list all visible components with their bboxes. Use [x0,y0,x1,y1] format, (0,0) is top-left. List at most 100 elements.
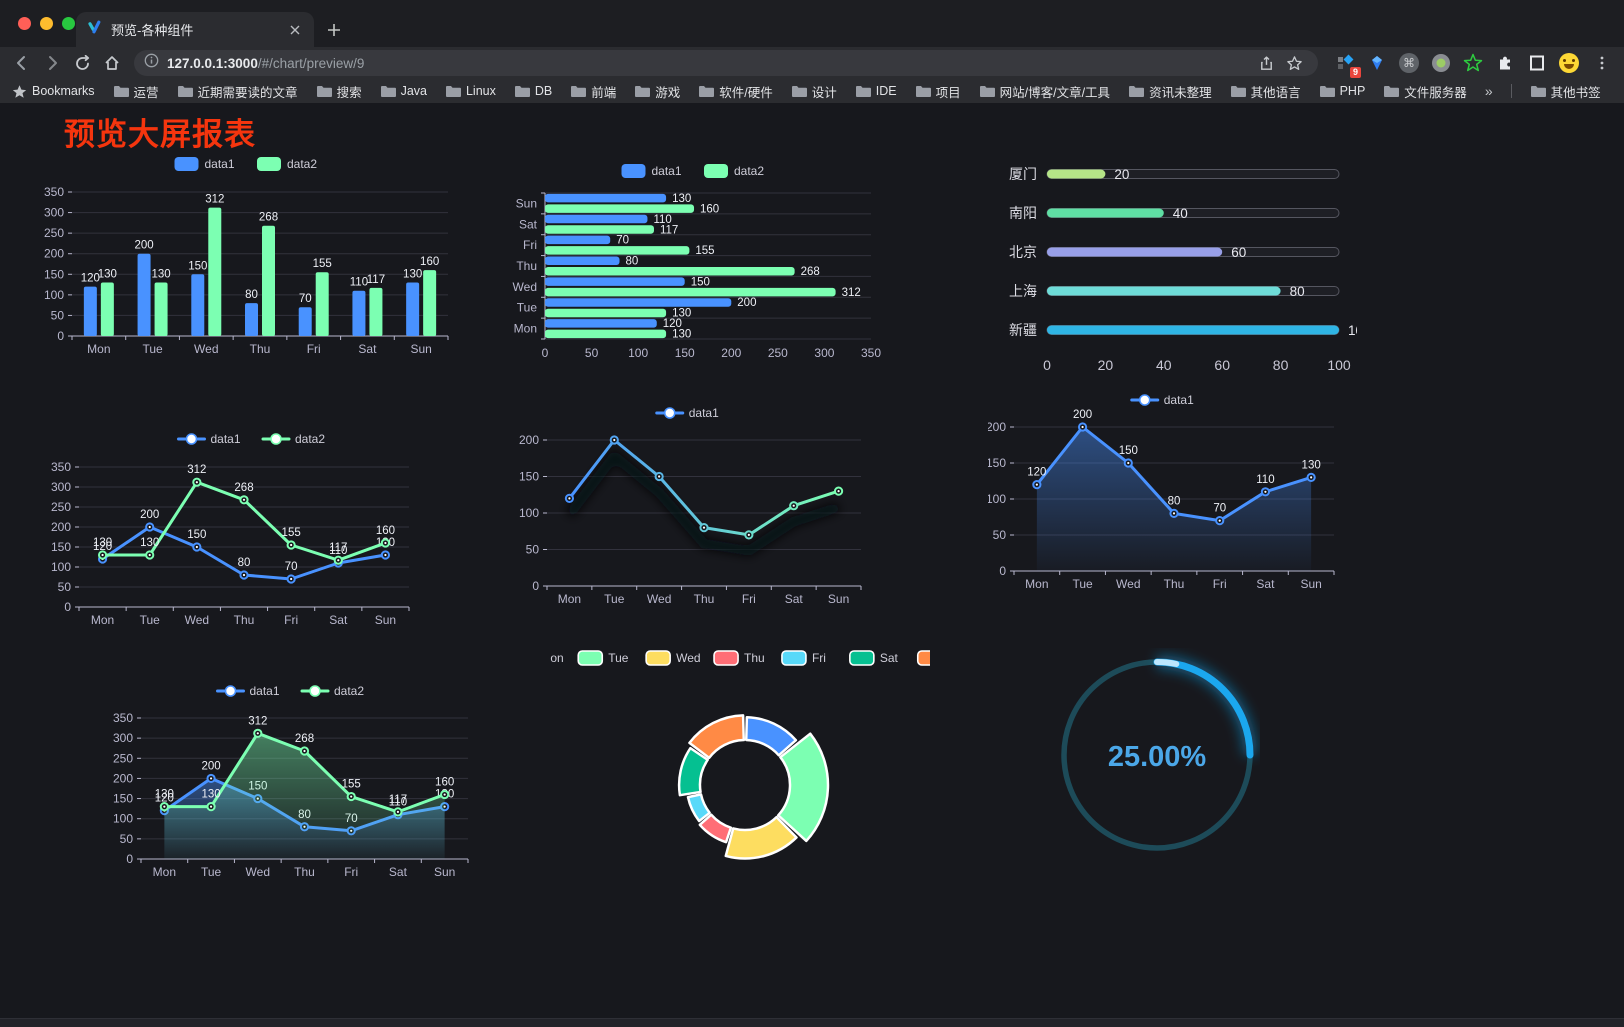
bookmarks-root[interactable]: Bookmarks [12,84,95,99]
svg-text:100: 100 [113,812,133,826]
extension-grid-icon[interactable]: 9 [1332,50,1361,78]
bookmark-folder[interactable]: 资讯未整理 [1128,82,1212,101]
svg-text:data2: data2 [287,157,317,171]
back-button[interactable] [8,50,36,76]
svg-text:120: 120 [81,273,100,285]
svg-text:117: 117 [329,542,347,554]
svg-text:Tue: Tue [604,592,625,606]
svg-text:Mon: Mon [91,613,114,627]
chart-area-single[interactable]: 0 50 100 150 200 Mon Tue Wed Thu Fri Sat Sun 120 200 1… [986,388,1344,600]
svg-text:Tue: Tue [140,613,161,627]
svg-text:120: 120 [663,318,682,330]
url-text[interactable]: 127.0.0.1:3000/#/chart/preview/9 [167,56,1252,71]
bookmark-star-icon[interactable] [1280,50,1308,76]
svg-text:120: 120 [155,793,174,805]
new-tab-button[interactable] [322,18,346,42]
bookmark-folder[interactable]: 其他语言 [1230,82,1301,101]
svg-text:120: 120 [1027,467,1046,479]
extension-frame-icon[interactable] [1524,50,1550,76]
bookmarks-bar: Bookmarks 运营 近期需要读的文章 搜索 Java Linux DB 前端 游戏 软件/… [0,79,1624,103]
svg-text:Wed: Wed [647,592,671,606]
bookmark-folder[interactable]: 游戏 [634,82,680,101]
bookmark-folder[interactable]: IDE [855,82,897,101]
svg-text:130: 130 [201,789,220,801]
site-info-icon[interactable] [144,53,159,73]
tab-title: 预览-各种组件 [111,23,194,38]
extension-record-icon[interactable] [1428,50,1454,76]
svg-text:Tue: Tue [1072,577,1093,591]
forward-button[interactable] [38,50,66,76]
svg-text:312: 312 [205,194,224,206]
share-icon[interactable] [1252,50,1280,76]
bookmark-folder[interactable]: DB [514,82,552,101]
bookmark-folder[interactable]: Linux [445,82,496,101]
svg-text:Tue: Tue [517,301,538,315]
svg-text:Wed: Wed [513,280,537,294]
extension-emoji-icon[interactable] [1556,50,1582,76]
window-zoom-button[interactable] [62,17,75,30]
svg-text:100: 100 [1348,323,1357,338]
svg-text:268: 268 [801,266,820,278]
svg-text:Wed: Wed [246,865,270,879]
bookmark-folder[interactable]: 前端 [570,82,616,101]
svg-text:117: 117 [389,794,407,806]
browser-tab[interactable]: 预览-各种组件 [76,12,314,47]
chart-progress-bars[interactable]: 厦门 20 南阳 40 北京 60 上海 80 新疆 100 0 20 40 60 80 100 [995,158,1371,386]
bookmark-folder[interactable]: 运营 [113,82,159,101]
svg-text:80: 80 [1168,495,1181,507]
bookmark-folder[interactable]: 文件服务器 [1383,82,1467,101]
svg-text:150: 150 [691,276,710,288]
chart-gauge-ring[interactable]: 25.00% [1055,648,1260,863]
chart-area-two-series[interactable]: 0 50 100 150 200 250 300 350 Mon Tue Wed Thu Fri Sat S… [108,678,480,890]
svg-text:100: 100 [519,506,539,520]
chart-line-gradient[interactable]: 0 50 100 150 200 Mon Tue Wed Thu Fri Sat Sun data1 [505,400,877,612]
bookmark-folder[interactable]: 网站/博客/文章/工具 [979,82,1110,101]
bookmark-folder[interactable]: 设计 [791,82,837,101]
svg-text:130: 130 [98,269,117,281]
chart-grouped-bar[interactable]: 0 50 100 150 200 250 300 350 Mon Tue Wed Thu Fri Sat S… [38,150,460,362]
window-close-button[interactable] [18,17,31,30]
svg-text:312: 312 [248,715,267,727]
extension-gem-icon[interactable] [1364,50,1390,76]
address-bar[interactable]: 127.0.0.1:3000/#/chart/preview/9 [134,50,1318,76]
tab-close-icon[interactable] [286,21,304,39]
svg-text:南阳: 南阳 [1009,205,1037,221]
svg-text:Tue: Tue [608,651,629,665]
bookmark-folder[interactable]: 搜索 [316,82,362,101]
extension-star-icon[interactable] [1460,50,1486,76]
bookmarks-overflow-chevron[interactable]: » [1484,83,1493,99]
window-controls [18,17,75,30]
svg-text:250: 250 [51,500,71,514]
svg-text:Sat: Sat [358,342,377,356]
browser-menu-icon[interactable] [1588,50,1616,76]
other-bookmarks[interactable]: 其他书签 [1530,82,1601,101]
svg-text:80: 80 [245,289,258,301]
reload-button[interactable] [68,50,96,76]
url-host: 127.0.0.1:3000 [167,55,258,71]
svg-text:150: 150 [1119,445,1138,457]
svg-text:150: 150 [675,346,695,360]
chart-horizontal-bar[interactable]: Sun 130 160 Sat 110 117 Fri 70 155 Thu 80 268 Wed 150… [505,155,887,369]
svg-text:50: 50 [585,346,599,360]
extension-puzzle-icon[interactable] [1492,50,1518,76]
extension-shortcut-icon[interactable]: ⌘ [1396,50,1422,76]
svg-text:160: 160 [420,256,439,268]
home-button[interactable] [98,50,126,76]
svg-text:80: 80 [626,256,639,268]
chart-line-two-series[interactable]: 0 50 100 150 200 250 300 350 Mon Tue Wed Thu Fri Sat S… [45,425,465,640]
svg-text:100: 100 [628,346,648,360]
svg-text:155: 155 [695,245,714,257]
svg-text:200: 200 [737,297,756,309]
bookmark-folder[interactable]: PHP [1319,82,1365,101]
window-minimize-button[interactable] [40,17,53,30]
bookmark-folder[interactable]: 项目 [915,82,961,101]
bookmark-folder[interactable]: 软件/硬件 [698,82,773,101]
svg-text:data1: data1 [205,157,235,171]
svg-text:300: 300 [44,206,64,220]
bookmark-folder[interactable]: 近期需要读的文章 [177,82,298,101]
svg-text:Thu: Thu [294,865,315,879]
bookmark-folder[interactable]: Java [380,82,427,101]
svg-text:50: 50 [526,543,540,557]
site-favicon-icon [86,19,102,40]
